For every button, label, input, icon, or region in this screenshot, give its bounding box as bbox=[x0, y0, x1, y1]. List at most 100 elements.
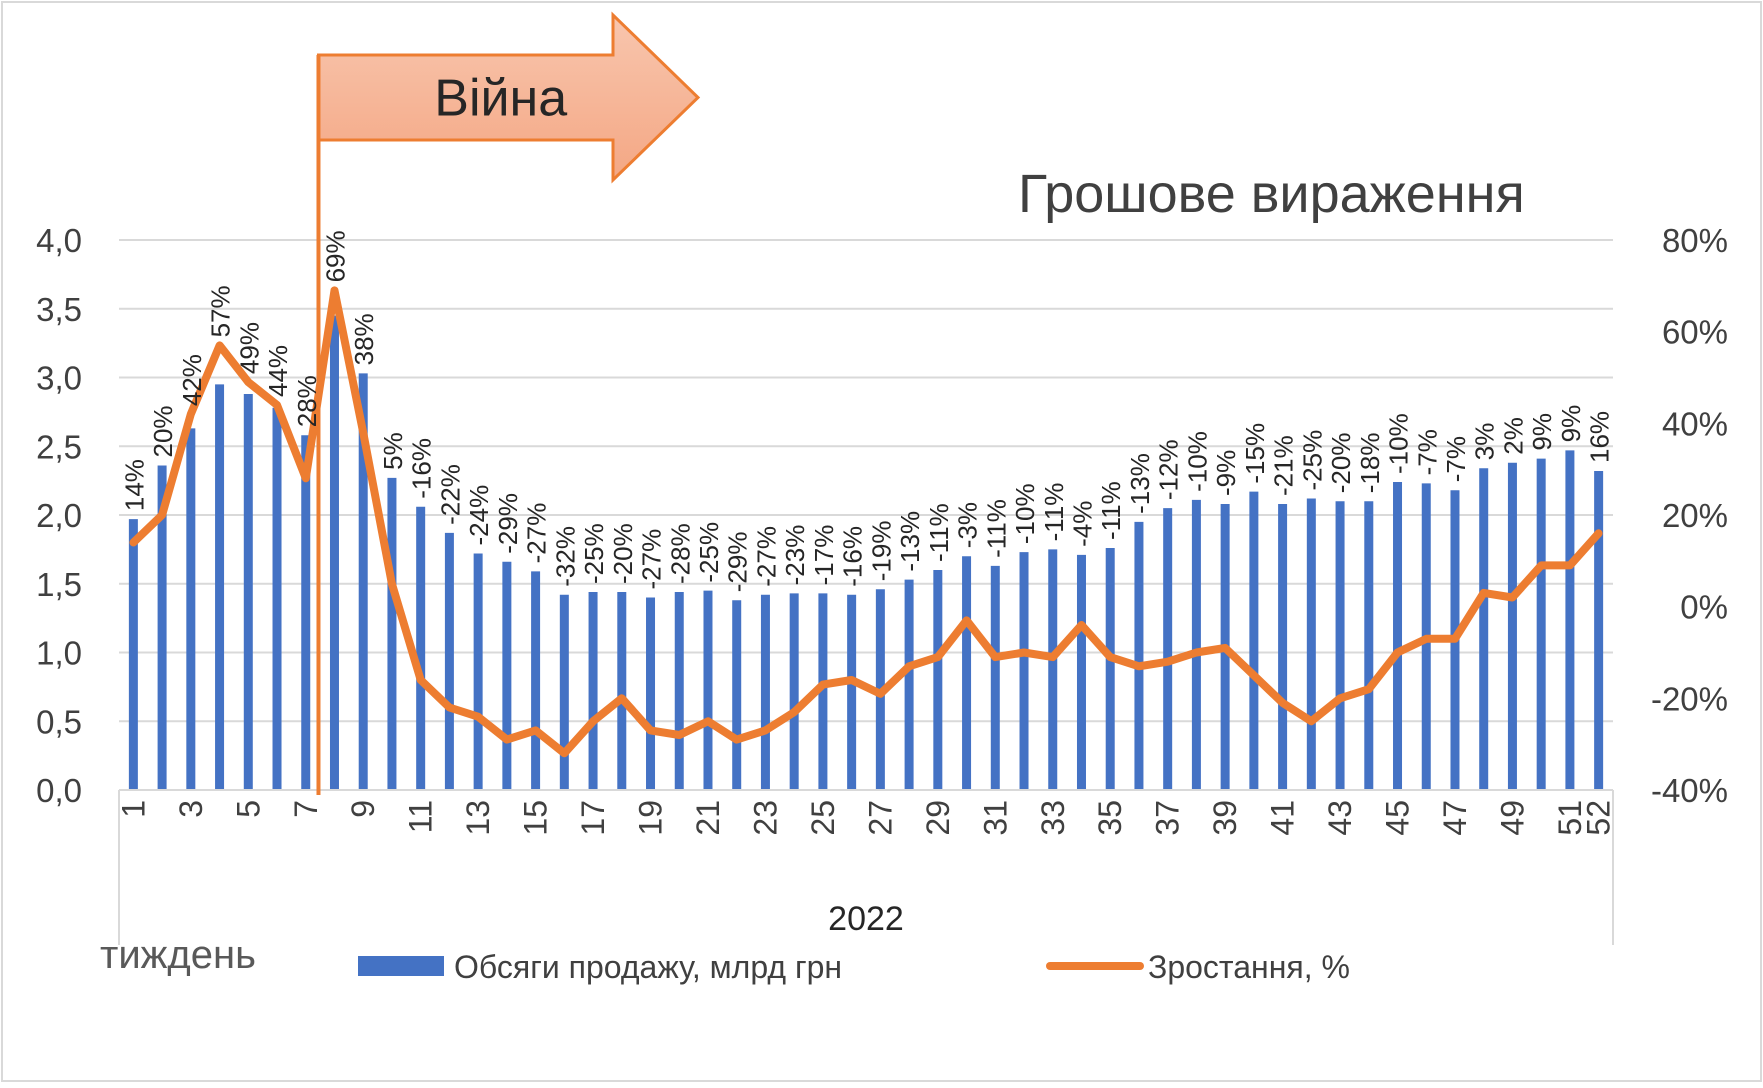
bar bbox=[1105, 548, 1115, 790]
x-tick-label: 39 bbox=[1207, 800, 1243, 836]
bar bbox=[416, 506, 426, 790]
bar bbox=[1306, 498, 1316, 790]
data-label: -11% bbox=[1096, 481, 1126, 540]
right-y-tick-label: 40% bbox=[1662, 405, 1728, 442]
bar bbox=[1536, 458, 1546, 790]
bar bbox=[1479, 468, 1489, 790]
left-y-tick-label: 1,0 bbox=[36, 635, 82, 672]
left-y-tick-label: 3,5 bbox=[36, 291, 82, 328]
x-tick-label: 11 bbox=[403, 800, 439, 833]
data-label: -3% bbox=[953, 502, 983, 548]
data-label: 38% bbox=[349, 313, 379, 365]
bar bbox=[358, 373, 368, 790]
left-y-tick-label: 0,5 bbox=[36, 703, 82, 740]
bar bbox=[1191, 499, 1201, 790]
x-tick-label: 21 bbox=[690, 800, 726, 836]
data-label: -25% bbox=[694, 522, 724, 583]
bar bbox=[1076, 554, 1086, 790]
data-label: -11% bbox=[981, 499, 1011, 558]
bar bbox=[990, 565, 1000, 790]
bar bbox=[186, 428, 196, 790]
bar bbox=[962, 556, 972, 790]
bar bbox=[703, 590, 713, 790]
x-tick-label: 43 bbox=[1322, 800, 1358, 836]
data-label: -17% bbox=[809, 525, 839, 586]
war-arrow bbox=[316, 11, 701, 184]
x-tick-label: 37 bbox=[1150, 800, 1186, 836]
bar bbox=[1048, 549, 1058, 790]
data-label: 14% bbox=[119, 459, 149, 511]
x-tick-label: 19 bbox=[633, 800, 669, 836]
bar bbox=[1565, 450, 1575, 790]
x-axis: 1 3 5 7 9 11 13 15 17 19 21 23 25 27 29 31 33 35 37 39 41 43 4… bbox=[115, 800, 1616, 836]
data-label: 2% bbox=[1498, 417, 1528, 455]
x-tick-label: 25 bbox=[805, 800, 841, 836]
right-y-tick-label: 80% bbox=[1662, 222, 1728, 259]
data-label: -28% bbox=[665, 523, 695, 584]
x-tick-label: 7 bbox=[288, 800, 324, 818]
data-label: 9% bbox=[1556, 405, 1586, 443]
x-tick-label: 13 bbox=[460, 800, 496, 836]
right-y-tick-label: 20% bbox=[1662, 497, 1728, 534]
bar bbox=[473, 553, 483, 790]
bar bbox=[502, 561, 512, 790]
bar bbox=[1335, 501, 1345, 790]
bar bbox=[904, 579, 914, 790]
data-label: -12% bbox=[1154, 439, 1184, 500]
x-tick-label: 17 bbox=[575, 800, 611, 836]
data-labels: 14%20%42%57%49%44%28%69%38%5%-16%-22%-24… bbox=[119, 230, 1614, 592]
data-label: -11% bbox=[1039, 483, 1069, 542]
x-tick-label: 52 bbox=[1581, 800, 1617, 836]
data-label: -20% bbox=[1326, 433, 1356, 494]
x-tick-label: 31 bbox=[977, 800, 1013, 836]
data-label: -21% bbox=[1269, 435, 1299, 496]
bar bbox=[760, 594, 770, 790]
left-y-tick-label: 0,0 bbox=[36, 772, 82, 809]
bar bbox=[1134, 521, 1144, 790]
bar bbox=[444, 532, 454, 790]
bar bbox=[732, 600, 742, 790]
data-label: -29% bbox=[723, 532, 753, 593]
data-label: 20% bbox=[148, 405, 178, 457]
x-tick-label: 35 bbox=[1092, 800, 1128, 836]
x-tick-label: 15 bbox=[518, 800, 554, 836]
bar bbox=[128, 519, 138, 790]
data-label: -24% bbox=[464, 485, 494, 546]
bar bbox=[617, 592, 627, 790]
bar bbox=[215, 384, 225, 790]
x-tick-label: 47 bbox=[1437, 800, 1473, 836]
data-label: -27% bbox=[751, 526, 781, 587]
right-y-tick-label: -20% bbox=[1651, 680, 1728, 717]
bar bbox=[818, 593, 828, 790]
growth-line bbox=[129, 286, 1603, 758]
data-label: -20% bbox=[608, 523, 638, 584]
data-label: -19% bbox=[866, 521, 896, 582]
x-tick-label: 1 bbox=[115, 800, 151, 818]
data-label: -25% bbox=[579, 523, 609, 584]
left-y-tick-label: 2,0 bbox=[36, 497, 82, 534]
bar bbox=[674, 592, 684, 790]
right-y-tick-label: 0% bbox=[1680, 589, 1728, 626]
data-label: -23% bbox=[780, 525, 810, 586]
right-y-tick-label: -40% bbox=[1651, 772, 1728, 809]
data-label: -7% bbox=[1412, 429, 1442, 475]
x-tick-label: 3 bbox=[173, 800, 209, 818]
data-label: -7% bbox=[1441, 436, 1471, 482]
data-label: 49% bbox=[234, 322, 264, 374]
x-tick-label: 27 bbox=[862, 800, 898, 836]
x-tick-label: 41 bbox=[1265, 800, 1301, 836]
x-group-label: 2022 bbox=[828, 900, 904, 938]
x-tick-label: 49 bbox=[1494, 800, 1530, 836]
data-label: -25% bbox=[1297, 430, 1327, 491]
chart-title: Грошове вираження bbox=[1018, 164, 1525, 224]
data-label: -10% bbox=[1010, 483, 1040, 544]
bar bbox=[1249, 491, 1259, 790]
data-label: 44% bbox=[263, 345, 293, 397]
bar bbox=[646, 597, 656, 790]
bar bbox=[387, 477, 397, 790]
data-label: -22% bbox=[435, 464, 465, 525]
x-tick-label: 9 bbox=[345, 800, 381, 818]
